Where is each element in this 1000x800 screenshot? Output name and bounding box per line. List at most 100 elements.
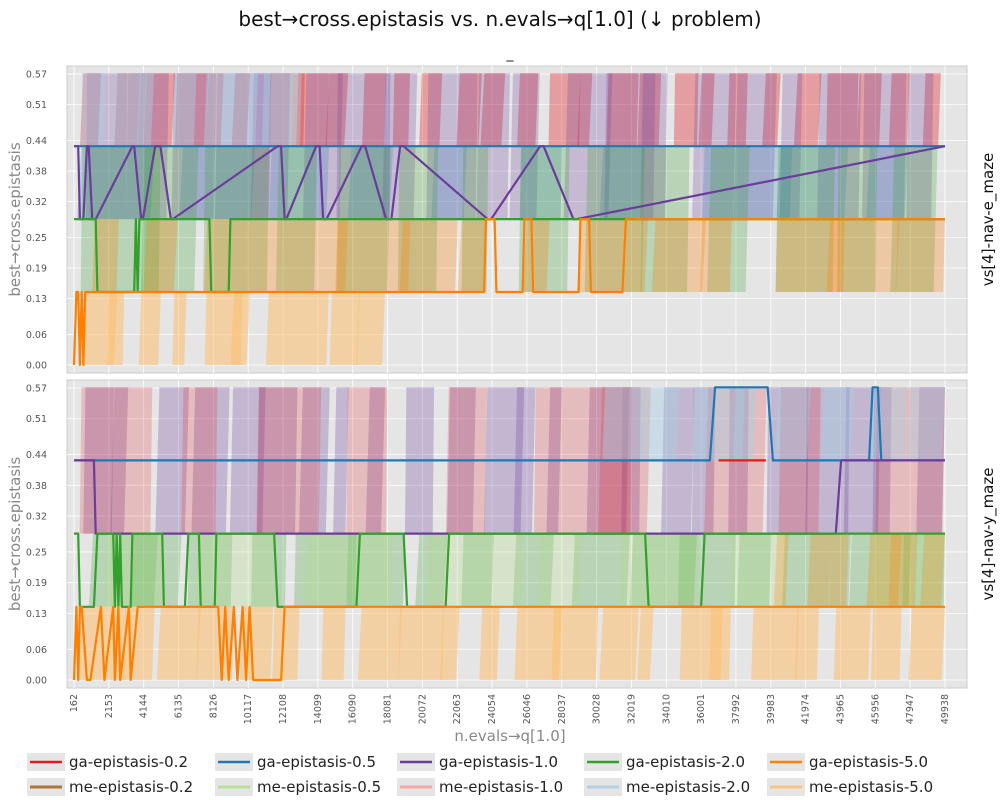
range-band [426, 533, 523, 607]
range-band [677, 533, 737, 607]
y-tick-label: 0.25 [26, 233, 47, 244]
range-band [733, 387, 757, 461]
x-tick-label: 12108 [278, 694, 289, 724]
range-band [729, 533, 787, 607]
y-tick-label: 0.51 [26, 100, 47, 111]
legend-label: me-epistasis-1.0 [439, 778, 563, 796]
range-band [272, 606, 300, 680]
y-tick-label: 0.19 [26, 578, 47, 589]
range-band [737, 533, 772, 607]
legend-item-ga-epistasis-0.2: ga-epistasis-0.2 [27, 753, 188, 771]
range-band [795, 606, 819, 680]
legend-item-me-epistasis-0.2: me-epistasis-0.2 [27, 778, 193, 796]
range-band [431, 146, 467, 220]
x-tick-label: 4144 [139, 694, 150, 718]
range-band [143, 219, 178, 293]
y-tick-label: 0.13 [26, 294, 47, 305]
chart-title: best→cross.epistasis vs. n.evals→q[1.0] … [238, 7, 761, 31]
facet-panels: 0.00 0.06 0.13 0.19 0.25 0.32 0.38 0.44 0.51 0.57… [6, 65, 998, 724]
range-band [517, 73, 539, 147]
x-tick-label: 16090 [348, 694, 359, 724]
range-band [637, 73, 662, 147]
y-tick-label: 0.13 [26, 609, 47, 620]
range-band [782, 533, 851, 607]
range-band [856, 73, 882, 147]
range-band [577, 219, 649, 293]
range-band [640, 387, 680, 461]
range-band [439, 606, 460, 680]
range-band [699, 219, 732, 293]
range-band [296, 73, 330, 147]
y-axis-label: best→cross.epistasis [6, 457, 24, 611]
range-band [523, 219, 550, 293]
range-band [195, 533, 277, 607]
x-tick-label: 32019 [626, 694, 637, 724]
range-band [113, 73, 148, 147]
range-band [651, 219, 706, 293]
range-band [268, 73, 305, 147]
range-band [457, 219, 488, 293]
range-band [868, 533, 945, 607]
legend-item-ga-epistasis-1.0: ga-epistasis-1.0 [397, 753, 558, 771]
x-tick-label: 10117 [243, 694, 254, 724]
x-tick-label: 162 [69, 694, 80, 712]
x-tick-label: 37992 [731, 694, 742, 724]
range-band [461, 533, 494, 607]
range-band [551, 606, 599, 680]
y-tick-label: 0.19 [26, 264, 47, 275]
range-band [231, 73, 259, 147]
x-tick-label: 18081 [383, 694, 394, 724]
range-band [599, 146, 645, 220]
range-band [156, 606, 201, 680]
range-band [138, 292, 161, 365]
x-tick-label: 39983 [766, 694, 777, 724]
range-band [293, 292, 329, 365]
range-band [114, 73, 146, 147]
range-band [456, 73, 482, 147]
range-band [80, 146, 161, 293]
x-tick-label: 34010 [661, 694, 672, 724]
series-line-ga-epistasis-2.0 [74, 218, 945, 294]
x-tick-label: 47947 [905, 694, 916, 724]
y-tick-label: 0.57 [26, 70, 47, 81]
range-band [88, 533, 158, 607]
x-tick-label: 45956 [870, 694, 881, 724]
range-band [820, 387, 854, 461]
range-band [398, 606, 444, 680]
range-band [480, 73, 506, 147]
x-axis-label: n.evals→q[1.0] [454, 727, 565, 745]
range-band [203, 219, 283, 293]
y-tick-label: 0.38 [26, 481, 47, 492]
range-band [346, 533, 405, 607]
x-tick-label: 49938 [940, 694, 951, 724]
range-band [231, 73, 251, 147]
x-tick-label: 30028 [592, 694, 603, 724]
x-tick-label: 22063 [452, 694, 463, 724]
range-band [776, 146, 849, 220]
range-band [829, 533, 849, 607]
range-band [130, 533, 182, 607]
legend-label: ga-epistasis-5.0 [809, 753, 928, 771]
x-tick-label: 41974 [801, 694, 812, 724]
range-band [362, 73, 387, 147]
range-band [826, 73, 859, 147]
legend-label: me-epistasis-0.2 [69, 778, 193, 796]
range-band [514, 606, 562, 680]
legend-item-ga-epistasis-0.5: ga-epistasis-0.5 [215, 753, 376, 771]
y-tick-label: 0.51 [26, 414, 47, 425]
range-band [793, 73, 822, 147]
range-band [920, 533, 945, 607]
range-band [866, 146, 909, 220]
facet-label: vs[4]-nav-y_maze [979, 468, 998, 601]
y-tick-label: 0.06 [26, 330, 47, 341]
facet-panel-2: 0.00 0.06 0.13 0.19 0.25 0.32 0.38 0.44 0.51 0.57… [6, 379, 998, 724]
range-band [849, 533, 911, 607]
y-tick-label: 0.00 [26, 361, 47, 372]
range-band [709, 606, 731, 680]
x-tick-label: 14099 [313, 694, 324, 724]
range-band [698, 73, 715, 147]
range-band [536, 533, 583, 607]
facet-panel-1: 0.00 0.06 0.13 0.19 0.25 0.32 0.38 0.44 0.51 0.57… [6, 65, 998, 374]
range-band [833, 606, 871, 680]
range-band [907, 387, 945, 461]
